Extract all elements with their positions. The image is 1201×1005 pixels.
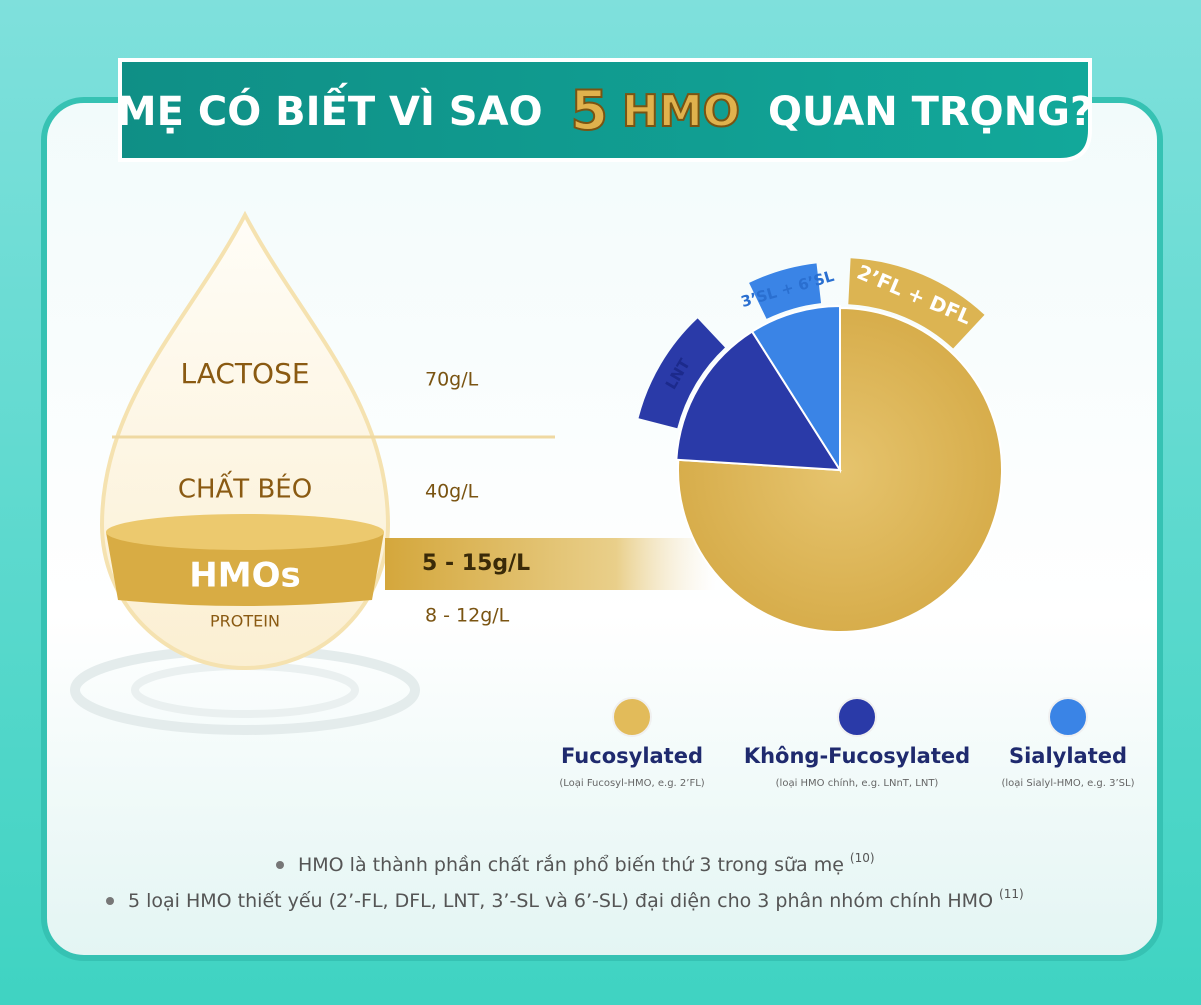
layer-name: PROTEIN — [210, 612, 280, 631]
hmo-layer — [106, 532, 384, 606]
legend-swatch — [837, 697, 877, 737]
bullet — [276, 861, 284, 869]
layer-name: HMOs — [189, 556, 300, 596]
legend-swatch — [612, 697, 652, 737]
hmo-layer-top — [106, 514, 384, 550]
title-number: 5 — [571, 79, 609, 142]
footnote-ref: (10) — [850, 851, 875, 865]
footnote-ref: (11) — [999, 887, 1024, 901]
hmo-bar — [385, 538, 715, 590]
footnote: 5 loại HMO thiết yếu (2’-FL, DFL, LNT, 3… — [128, 887, 1024, 912]
pie-slice — [750, 304, 841, 474]
legend-note: (loại Sialyl-HMO, e.g. 3’SL) — [1002, 778, 1135, 789]
slice-label-tab — [848, 258, 985, 349]
title: MẸ CÓ BIẾT VÌ SAO 5 HMO QUAN TRỌNG? — [117, 79, 1093, 142]
slice-label-tab — [638, 318, 725, 429]
title-text: MẸ CÓ BIẾT VÌ SAO — [117, 81, 543, 135]
slice-label-tab — [749, 263, 822, 319]
legend: Fucosylated (Loại Fucosyl-HMO, e.g. 2’FL)… — [559, 697, 1135, 789]
layer-name: CHẤT BÉO — [178, 470, 312, 505]
footnote: HMO là thành phần chất rắn phổ biến thứ … — [298, 851, 875, 876]
layer-name: LACTOSE — [180, 357, 309, 390]
bullet — [106, 897, 114, 905]
legend-label: Fucosylated — [561, 744, 703, 768]
layer-amount: 70g/L — [425, 369, 479, 391]
legend-label: Không-Fucosylated — [744, 744, 970, 768]
footnote-text: HMO là thành phần chất rắn phổ biến thứ … — [298, 853, 844, 876]
pie-slice — [675, 330, 842, 472]
layer-amount: 40g/L — [425, 481, 479, 503]
title-text: QUAN TRỌNG? — [768, 89, 1093, 135]
title-banner — [118, 58, 1092, 162]
footnotes: HMO là thành phần chất rắn phổ biến thứ … — [106, 851, 1024, 912]
footnote-text: 5 loại HMO thiết yếu (2’-FL, DFL, LNT, 3… — [128, 890, 993, 912]
layer-amount: 8 - 12g/L — [425, 605, 510, 627]
layer-amount: 5 - 15g/L — [422, 551, 530, 576]
legend-note: (loại HMO chính, e.g. LNnT, LNT) — [776, 777, 939, 789]
legend-swatch — [1048, 697, 1088, 737]
legend-label: Sialylated — [1009, 744, 1127, 768]
legend-note: (Loại Fucosyl-HMO, e.g. 2’FL) — [559, 778, 704, 789]
title-highlight: HMO — [622, 86, 740, 137]
